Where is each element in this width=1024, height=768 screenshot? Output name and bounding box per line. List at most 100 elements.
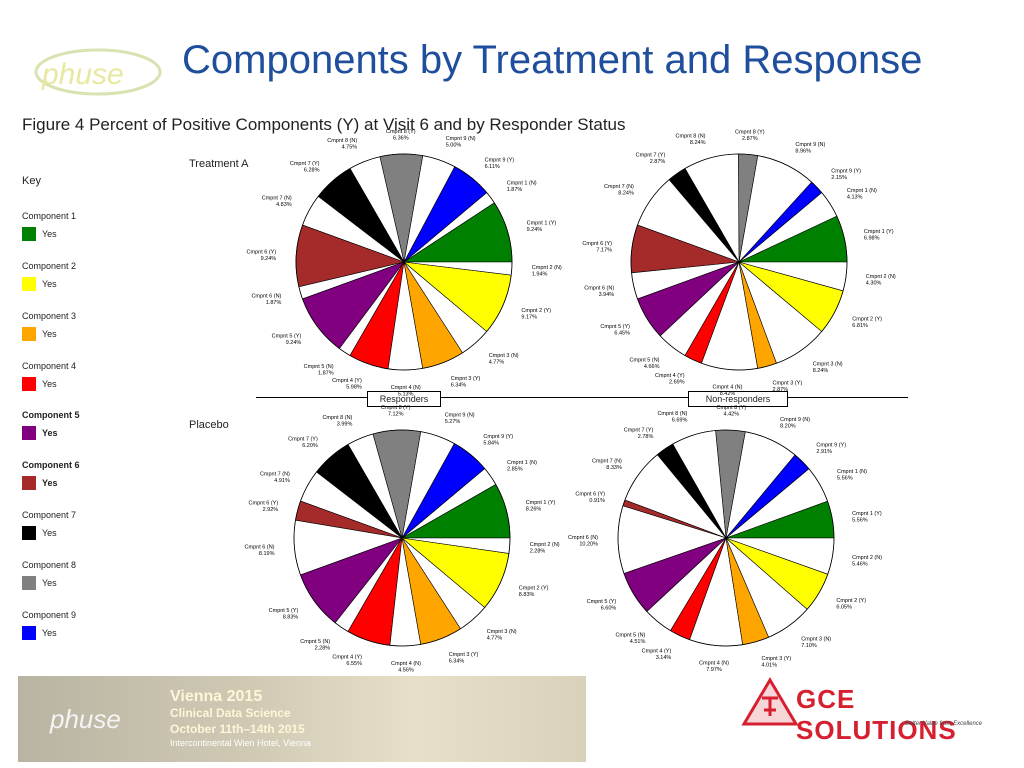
slice-label: Cmpnt 4 (Y): [332, 378, 362, 384]
slice-value-label: 4.83%: [276, 202, 292, 208]
slice-label: Cmpnt 7 (Y): [624, 428, 654, 434]
slice-label: Cmpnt 5 (Y): [587, 599, 617, 605]
key-item: Component 4 Yes: [22, 361, 76, 391]
slice-value-label: 6.11%: [485, 164, 500, 170]
slice-value-label: 5.56%: [852, 517, 868, 523]
slice-label: Cmpnt 6 (N): [584, 286, 614, 292]
slice-value-label: 6.34%: [451, 383, 467, 389]
key-item: Component 3 Yes: [22, 311, 76, 341]
slice-value-label: 8.20%: [780, 424, 796, 430]
key-swatch: [22, 476, 36, 490]
pie-chart: Cmpnt 1 (Y)9.24%Cmpnt 1 (N)1.87%Cmpnt 9 …: [247, 129, 562, 398]
key-item: Component 7 Yes: [22, 510, 76, 540]
pie-outline: [293, 429, 511, 647]
key-swatch: [22, 277, 36, 291]
slice-label: Cmpnt 8 (N): [657, 411, 687, 417]
slice-value-label: 6.45%: [614, 331, 630, 337]
slice-label: Cmpnt 3 (N): [487, 629, 517, 635]
divider-line: [256, 397, 908, 398]
key-item-name: Component 6: [22, 460, 80, 470]
slice-value-label: 2.15%: [831, 175, 847, 181]
key-item-name: Component 3: [22, 311, 77, 321]
slice-value-label: 0.91%: [589, 498, 605, 504]
slice-value-label: 9.24%: [261, 256, 277, 262]
slice-value-label: 2.87%: [773, 387, 789, 393]
key-item-value: Yes: [42, 229, 57, 239]
slice-label: Cmpnt 4 (Y): [655, 373, 685, 379]
slice-label: Cmpnt 2 (N): [532, 265, 562, 271]
slice-label: Cmpnt 2 (Y): [836, 598, 866, 604]
slice-value-label: 6.81%: [852, 323, 868, 329]
key-item: Component 5 Yes: [22, 410, 80, 440]
slice-value-label: 7.97%: [706, 667, 722, 673]
key-swatch: [22, 426, 36, 440]
slice-label: Cmpnt 8 (Y): [386, 129, 416, 135]
slice-label: Cmpnt 1 (Y): [527, 220, 557, 226]
key-item-value: Yes: [42, 428, 58, 438]
slice-value-label: 8.33%: [606, 465, 622, 471]
banner-line3: October 11th–14th 2015: [170, 722, 305, 736]
slice-label: Cmpnt 9 (N): [445, 412, 475, 418]
slice-label: Cmpnt 5 (N): [630, 357, 660, 363]
phuse-logo: phuse: [34, 48, 162, 96]
slice-label: Cmpnt 5 (Y): [272, 333, 302, 339]
slice-label: Cmpnt 5 (Y): [269, 608, 299, 614]
slice-value-label: 1.87%: [266, 300, 282, 306]
slice-label: Cmpnt 5 (Y): [600, 324, 630, 330]
slice-value-label: 3.94%: [599, 292, 615, 298]
slice-value-label: 4.66%: [644, 364, 660, 370]
slice-label: Cmpnt 5 (N): [300, 639, 330, 645]
pie-chart: Cmpnt 1 (Y)6.98% Cmpnt 1 (N)4.13% Cmpnt 9 …: [582, 130, 896, 398]
key-swatch: [22, 626, 36, 640]
slice-value-label: 5.00%: [446, 143, 462, 149]
banner-line4: Intercontinental Wien Hotel, Vienna: [170, 738, 311, 748]
slice-value-label: 4.13%: [847, 195, 863, 201]
slice-label: Cmpnt 9 (N): [795, 142, 825, 148]
pie-outline: [295, 153, 513, 371]
slice-value-label: 5.98%: [346, 384, 362, 390]
slice-label: Cmpnt 2 (N): [866, 274, 896, 280]
treatment-label: Treatment A: [189, 158, 249, 170]
slice-value-label: 9.17%: [521, 315, 537, 321]
key-swatch: [22, 576, 36, 590]
slice-value-label: 2.69%: [669, 379, 685, 385]
slice-value-label: 8.96%: [795, 149, 811, 155]
slice-label: Cmpnt 7 (N): [260, 471, 290, 477]
slice-label: Cmpnt 7 (N): [592, 459, 622, 465]
pie-chart: Cmpnt 1 (Y)8.26% Cmpnt 1 (N)2.85% Cmpnt 9 …: [245, 405, 560, 673]
slice-label: Cmpnt 9 (N): [780, 417, 810, 423]
pie-outline: [617, 429, 835, 647]
slice-value-label: 1.87%: [507, 187, 523, 193]
slice-label: Cmpnt 5 (N): [615, 632, 645, 638]
slice-label: Cmpnt 9 (Y): [816, 442, 846, 448]
slice-value-label: 8.24%: [813, 368, 829, 374]
slice-value-label: 1.94%: [532, 271, 548, 277]
slice-value-label: 2.85%: [507, 466, 523, 472]
slice-label: Cmpnt 3 (Y): [449, 652, 479, 658]
key-title: Key: [22, 175, 41, 187]
sponsor-tagline: Better Value from Excellence: [905, 721, 983, 727]
slice-value-label: 4.56%: [398, 667, 414, 673]
slice-value-label: 7.17%: [596, 248, 612, 254]
slice-label: Cmpnt 2 (Y): [519, 585, 549, 591]
slice-value-label: 6.55%: [346, 661, 362, 667]
slice-label: Cmpnt 7 (N): [262, 196, 292, 202]
slice-label: Cmpnt 1 (Y): [852, 511, 882, 517]
slice-label: Cmpnt 1 (N): [507, 181, 537, 187]
slice-label: Cmpnt 6 (N): [568, 535, 598, 541]
banner-logo: phuse: [50, 704, 121, 734]
slice-label: Cmpnt 3 (Y): [451, 376, 481, 382]
slice-value-label: 5.84%: [483, 441, 499, 447]
slice-label: Cmpnt 7 (Y): [288, 437, 318, 443]
responders-label: Responders: [367, 391, 441, 407]
slice-value-label: 4.42%: [723, 412, 739, 418]
slice-value-label: 6.98%: [864, 236, 880, 242]
slice-label: Cmpnt 3 (N): [813, 362, 843, 368]
figure-caption: Figure 4 Percent of Positive Components …: [22, 115, 626, 134]
slice-label: Cmpnt 9 (N): [446, 136, 476, 142]
key-item-value: Yes: [42, 329, 57, 339]
slice-label: Cmpnt 9 (Y): [485, 158, 515, 164]
slice-label: Cmpnt 8 (N): [327, 138, 357, 144]
slice-value-label: 6.60%: [601, 606, 617, 612]
slice-value-label: 8.24%: [690, 140, 706, 146]
